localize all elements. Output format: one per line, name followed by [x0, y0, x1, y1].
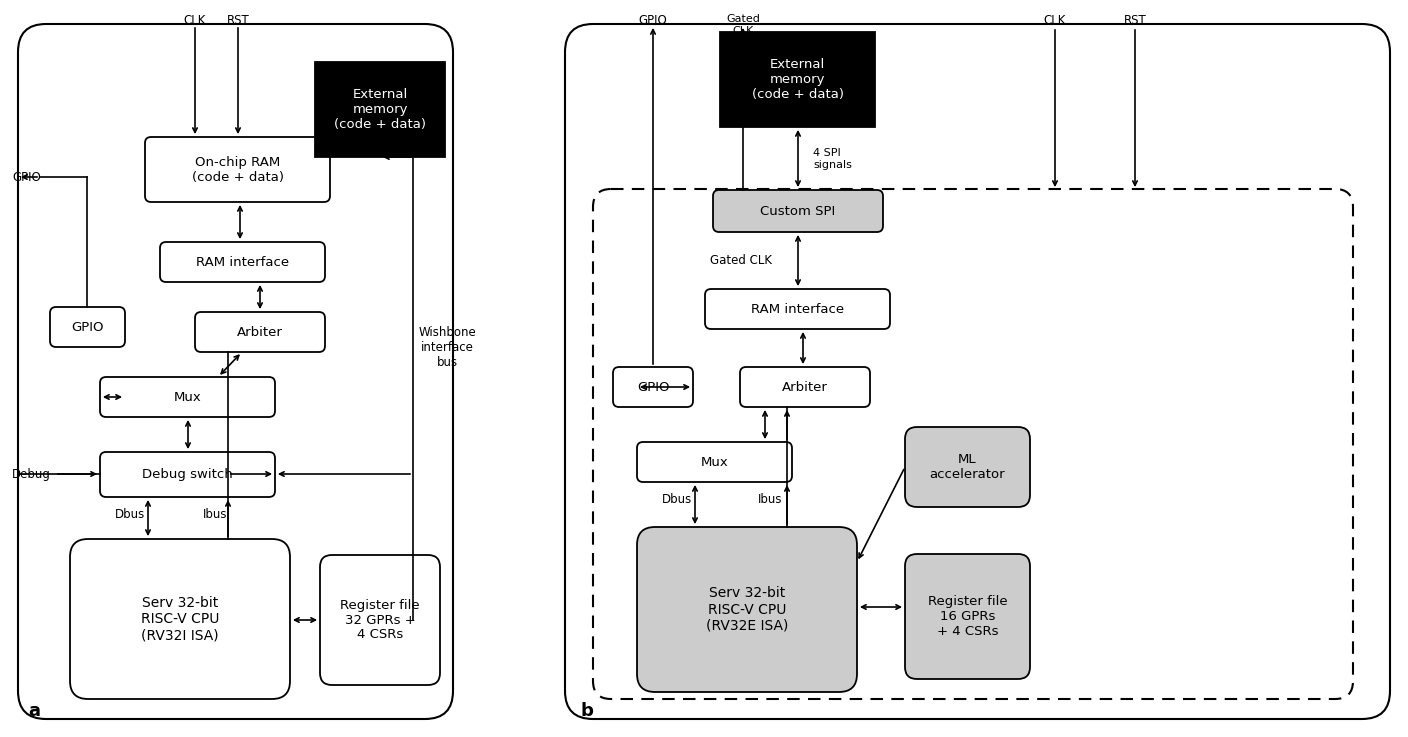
Text: Gated
CLK: Gated CLK [727, 14, 760, 35]
Text: Dbus: Dbus [662, 492, 693, 506]
FancyBboxPatch shape [705, 289, 890, 329]
Text: Debug: Debug [13, 467, 51, 481]
FancyBboxPatch shape [565, 24, 1390, 719]
Text: Register file
16 GPRs
+ 4 CSRs: Register file 16 GPRs + 4 CSRs [928, 595, 1007, 638]
Text: b: b [580, 702, 593, 720]
FancyBboxPatch shape [161, 242, 325, 282]
Text: RST: RST [1124, 14, 1146, 27]
Bar [719, 32, 874, 127]
Text: Custom SPI: Custom SPI [760, 204, 835, 217]
FancyBboxPatch shape [712, 190, 883, 232]
FancyBboxPatch shape [593, 189, 1353, 699]
Text: Arbiter: Arbiter [781, 380, 828, 394]
FancyBboxPatch shape [100, 377, 275, 417]
Text: a: a [28, 702, 39, 720]
FancyBboxPatch shape [612, 367, 693, 407]
FancyBboxPatch shape [100, 452, 275, 497]
Text: RST: RST [227, 14, 249, 27]
Text: GPIO: GPIO [72, 321, 104, 334]
Text: On-chip RAM
(code + data): On-chip RAM (code + data) [191, 156, 283, 184]
Text: Gated CLK: Gated CLK [710, 254, 772, 267]
Text: Serv 32-bit
RISC-V CPU
(RV32I ISA): Serv 32-bit RISC-V CPU (RV32I ISA) [141, 595, 220, 642]
Text: Serv 32-bit
RISC-V CPU
(RV32E ISA): Serv 32-bit RISC-V CPU (RV32E ISA) [705, 587, 788, 632]
Text: GPIO: GPIO [636, 380, 669, 394]
FancyBboxPatch shape [320, 555, 439, 685]
Text: ML
accelerator: ML accelerator [929, 453, 1005, 481]
Text: External
memory
(code + data): External memory (code + data) [752, 58, 843, 101]
Text: GPIO: GPIO [13, 170, 41, 184]
Text: Mux: Mux [701, 455, 728, 469]
Text: RAM interface: RAM interface [750, 302, 843, 315]
FancyBboxPatch shape [194, 312, 325, 352]
Text: Debug switch: Debug switch [142, 468, 232, 481]
Text: Wishbone
interface
bus: Wishbone interface bus [418, 326, 476, 368]
FancyBboxPatch shape [18, 24, 453, 719]
FancyBboxPatch shape [905, 554, 1031, 679]
Text: External
memory
(code + data): External memory (code + data) [334, 88, 427, 131]
Text: Ibus: Ibus [203, 508, 227, 520]
FancyBboxPatch shape [70, 539, 290, 699]
Text: CLK: CLK [184, 14, 206, 27]
FancyBboxPatch shape [636, 527, 857, 692]
Text: Mux: Mux [173, 391, 201, 403]
Text: CLK: CLK [1043, 14, 1066, 27]
Text: Register file
32 GPRs +
4 CSRs: Register file 32 GPRs + 4 CSRs [341, 598, 420, 641]
FancyBboxPatch shape [905, 427, 1031, 507]
FancyBboxPatch shape [145, 137, 329, 202]
Text: Arbiter: Arbiter [237, 326, 283, 338]
Text: 4 SPI
signals: 4 SPI signals [812, 148, 852, 170]
Text: GPIO: GPIO [639, 14, 667, 27]
Text: Ibus: Ibus [758, 492, 783, 506]
FancyBboxPatch shape [636, 442, 791, 482]
FancyBboxPatch shape [741, 367, 870, 407]
Text: Dbus: Dbus [115, 508, 145, 520]
Text: RAM interface: RAM interface [196, 256, 289, 268]
FancyBboxPatch shape [51, 307, 125, 347]
Bar [315, 62, 445, 157]
